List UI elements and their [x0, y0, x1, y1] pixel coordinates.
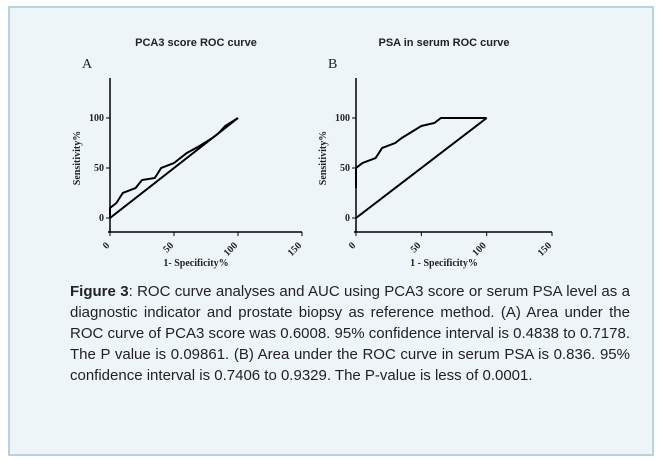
y-tick-label: 100 — [335, 113, 350, 124]
caption-label: Figure 3 — [70, 283, 129, 300]
roc-line — [109, 117, 239, 219]
caption: Figure 3: ROC curve analyses and AUC usi… — [70, 281, 630, 386]
roc-line — [355, 117, 488, 219]
x-axis-label: 1 - Specificity% — [410, 258, 478, 269]
caption-text: : ROC curve analyses and AUC using PCA3 … — [70, 283, 630, 384]
y-tick-label: 0 — [345, 213, 350, 224]
x-tick-label: 0 — [347, 240, 358, 251]
panel-label: B — [328, 57, 337, 72]
y-tick-label: 50 — [94, 163, 104, 174]
y-tick-label: 50 — [340, 163, 350, 174]
x-tick-label: 100 — [222, 240, 240, 258]
x-tick-label: 100 — [470, 240, 488, 258]
x-tick-label: 50 — [161, 240, 176, 255]
panel-label: A — [82, 57, 93, 72]
x-axis-label: 1- Specificity% — [163, 258, 228, 269]
x-tick-label: 150 — [536, 240, 554, 258]
chart-title: PSA in serum ROC curve — [378, 37, 509, 49]
x-tick-label: 50 — [409, 240, 424, 255]
charts: PCA3 score ROC curve A 0 50 100 0 50 100 150 1- S… — [72, 37, 554, 269]
x-tick-label: 150 — [286, 240, 304, 258]
y-tick-label: 100 — [89, 113, 104, 124]
y-axis-label: Sensitivity% — [318, 131, 329, 185]
roc-line — [355, 117, 487, 188]
figure-frame — [8, 6, 654, 456]
chart-title: PCA3 score ROC curve — [135, 37, 257, 49]
y-axis-label: Sensitivity% — [72, 131, 83, 185]
y-tick-label: 0 — [99, 213, 104, 224]
x-tick-label: 0 — [101, 240, 112, 251]
